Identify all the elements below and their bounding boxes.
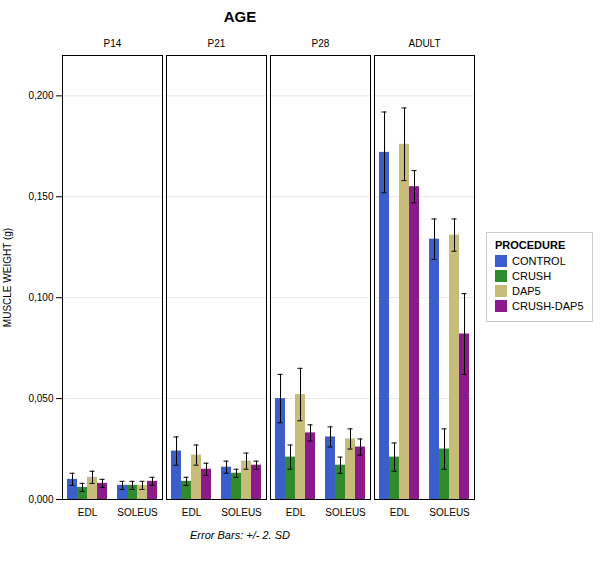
svg-text:EDL: EDL [78,507,98,518]
html-text:CRUSH: CRUSH [512,270,552,282]
svg-text:EDL: EDL [390,507,410,518]
svg-text:P21: P21 [208,38,226,49]
html-text:CONTROL: CONTROL [512,255,566,267]
svg-text:0,000: 0,000 [28,494,53,505]
html-text:CRUSH-DAP5: CRUSH-DAP5 [512,300,584,312]
svg-text:EDL: EDL [182,507,202,518]
svg-text:P28: P28 [312,38,330,49]
svg-text:SOLEUS: SOLEUS [221,507,262,518]
svg-text:SOLEUS: SOLEUS [429,507,470,518]
html-text:AGE: AGE [223,8,257,25]
svg-text:0,200: 0,200 [28,90,53,101]
svg-text:SOLEUS: SOLEUS [325,507,366,518]
html-text:DAP5: DAP5 [512,285,541,297]
svg-text:0,150: 0,150 [28,191,53,202]
html-text:PROCEDURE: PROCEDURE [495,239,566,251]
svg-text:SOLEUS: SOLEUS [117,507,158,518]
svg-text:P14: P14 [104,38,122,49]
svg-text:0,100: 0,100 [28,292,53,303]
svg-text:MUSCLE WEIGHT (g): MUSCLE WEIGHT (g) [2,228,13,327]
svg-text:ADULT: ADULT [408,38,440,49]
svg-text:0,050: 0,050 [28,393,53,404]
svg-text:EDL: EDL [286,507,306,518]
html-text:Error Bars: +/- 2. SD: Error Bars: +/- 2. SD [190,529,290,541]
